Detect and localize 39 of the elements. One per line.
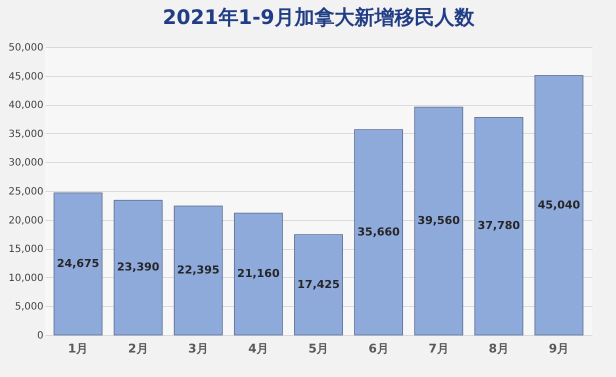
- bar: [234, 212, 283, 336]
- y-tick-label: 50,000: [8, 42, 44, 54]
- data-label: 23,390: [116, 260, 160, 274]
- y-tick-label: 5,000: [14, 302, 44, 313]
- bar: [294, 234, 343, 336]
- bar: [354, 129, 404, 336]
- data-label: 17,425: [297, 278, 340, 291]
- bar: [534, 75, 584, 336]
- bar: [54, 192, 103, 336]
- y-tick-label: 35,000: [8, 128, 44, 140]
- y-tick-label: 10,000: [8, 272, 44, 284]
- x-tick-label: 6月: [368, 342, 389, 356]
- data-label: 21,160: [237, 267, 280, 280]
- data-label: 24,675: [56, 256, 100, 270]
- bar: [114, 200, 163, 336]
- bar: [474, 116, 524, 336]
- y-tick-label: 30,000: [8, 158, 44, 169]
- bar: [414, 106, 464, 336]
- y-tick-label: 25,000: [8, 186, 44, 198]
- x-tick-label: 1月: [68, 342, 88, 356]
- data-label: 45,040: [538, 198, 581, 212]
- data-label: 35,660: [357, 225, 400, 238]
- data-label: 39,560: [417, 214, 460, 228]
- y-tick-label: 20,000: [8, 215, 44, 226]
- x-tick-label: 8月: [488, 342, 510, 356]
- chart-title: 2021年1-9月加拿大新增移民人数: [162, 5, 476, 29]
- data-label: 22,395: [177, 264, 220, 276]
- x-tick-label: 4月: [248, 342, 269, 356]
- x-tick-label: 9月: [548, 342, 570, 356]
- x-tick-label: 7月: [428, 342, 449, 356]
- y-tick-label: 40,000: [8, 100, 44, 112]
- x-tick-label: 5月: [308, 342, 329, 356]
- y-tick-label: 0: [37, 330, 44, 342]
- y-tick-label: 15,000: [8, 244, 44, 256]
- x-tick-label: 3月: [188, 342, 208, 356]
- bar: [174, 206, 223, 336]
- y-tick-label: 45,000: [8, 71, 44, 82]
- x-tick-label: 2月: [128, 342, 148, 356]
- data-label: 37,780: [478, 219, 520, 232]
